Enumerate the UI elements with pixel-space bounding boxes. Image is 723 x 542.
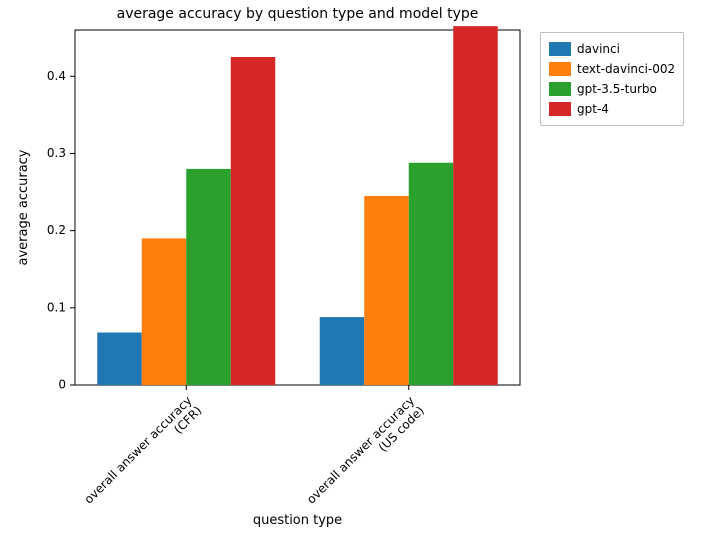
legend-swatch [549,42,571,56]
y-tick-label: 0.4 [47,69,66,83]
legend-item: gpt-3.5-turbo [549,79,675,99]
legend-swatch [549,102,571,116]
x-tick-label: overall answer accuracy [304,393,417,506]
legend-label: text-davinci-002 [577,59,675,79]
x-axis-label: question type [253,513,342,528]
legend-item: text-davinci-002 [549,59,675,79]
legend-label: gpt-4 [577,99,609,119]
y-tick-label: 0 [58,378,66,392]
y-tick-label: 0.3 [47,146,66,160]
bar [97,333,142,385]
bar [231,57,276,385]
bar [142,238,187,385]
bar [186,169,231,385]
bar [409,163,454,385]
legend-swatch [549,62,571,76]
legend-label: davinci [577,39,620,59]
chart-title: average accuracy by question type and mo… [117,6,479,22]
x-tick-label-group: overall answer accuracy(US code) [304,393,427,516]
bar [453,26,498,385]
x-tick-label-group: overall answer accuracy(CFR) [82,393,205,516]
legend-swatch [549,82,571,96]
legend-item: gpt-4 [549,99,675,119]
y-axis-label: average accuracy [16,149,31,265]
legend: davincitext-davinci-002gpt-3.5-turbogpt-… [540,32,684,126]
bar [320,317,365,385]
y-tick-label: 0.1 [47,300,66,314]
bar [364,196,409,385]
y-tick-label: 0.2 [47,223,66,237]
x-tick-label: overall answer accuracy [82,393,195,506]
legend-label: gpt-3.5-turbo [577,79,657,99]
legend-item: davinci [549,39,675,59]
